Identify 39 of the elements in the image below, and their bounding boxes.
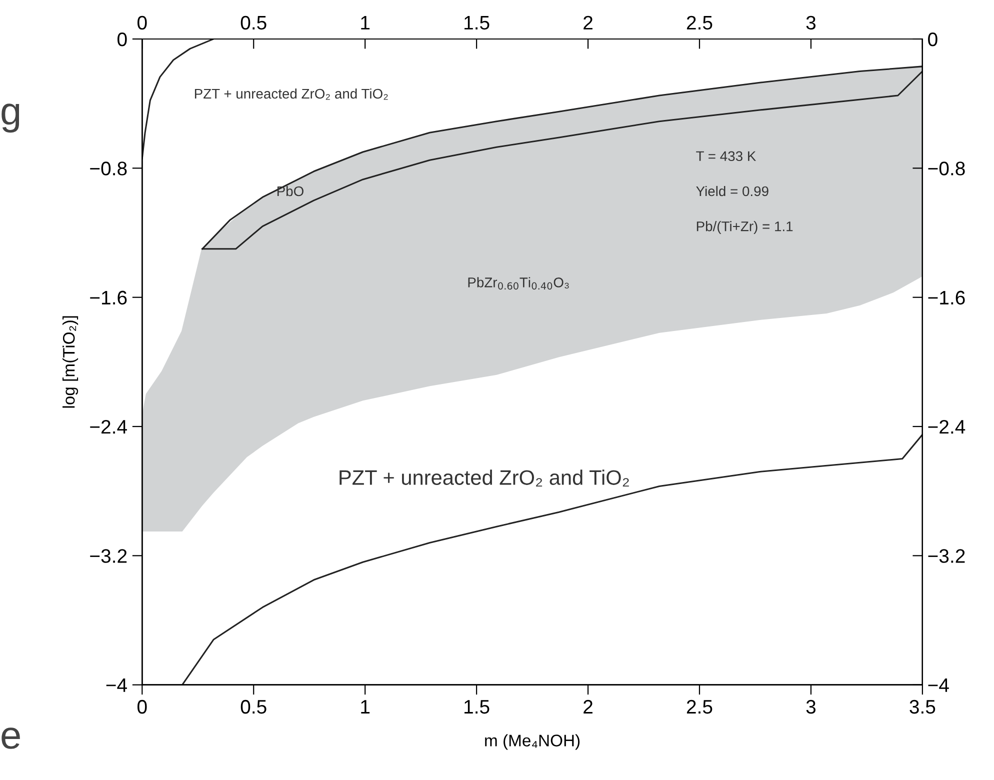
annotation: Yield = 0.99 — [696, 186, 768, 196]
y2-tick-label: −1.6 — [928, 290, 965, 305]
y-tick-label: 0 — [118, 32, 127, 46]
x-tick-label: 3 — [806, 700, 816, 714]
x-tick-label: 0 — [137, 700, 147, 714]
x-tick-label: 2 — [584, 700, 592, 714]
y2-tick-label: 0 — [928, 32, 938, 46]
annotation: PZT + unreacted ZrO₂ and TiO₂ — [194, 88, 388, 100]
y2-tick-label: −0.8 — [928, 162, 965, 176]
x-tick-label: 3.5 — [910, 700, 936, 714]
annotation: PZT + unreacted ZrO₂ and TiO₂ — [340, 470, 629, 487]
line-series — [182, 434, 922, 685]
x-tick-label: 2.5 — [686, 700, 712, 714]
text: e — [2, 728, 20, 749]
annotation: T = 433 K — [696, 151, 756, 162]
y-tick-label: −3.2 — [90, 549, 127, 563]
x2-tick-label: 2 — [584, 16, 592, 30]
y-axis-title: log [m(TiO₂)] — [62, 316, 78, 408]
annotation: PbZr$_{0.60}$Ti$_{0.40}$O₃ — [468, 277, 569, 290]
x2-tick-label: 1 — [361, 16, 370, 30]
y2-tick-label: −3.2 — [928, 549, 965, 563]
x2-tick-label: 3 — [806, 16, 816, 30]
x-tick-label: 1.5 — [464, 700, 490, 714]
x2-tick-label: 0.5 — [240, 16, 266, 30]
y-tick-label: −2.4 — [90, 420, 127, 434]
annotation: PbO — [277, 186, 304, 196]
x-tick-label: 1 — [361, 700, 370, 714]
y-tick-label: −4 — [106, 678, 127, 692]
x2-tick-label: 2.5 — [686, 16, 712, 30]
annotation: Pb/(Ti+Zr) = 1.1 — [696, 221, 793, 234]
x-tick-label: 0.5 — [240, 700, 266, 714]
y-tick-label: −0.8 — [90, 162, 127, 176]
x2-tick-label: 0 — [137, 16, 147, 30]
y2-tick-label: −4 — [928, 678, 949, 692]
y2-tick-label: −2.4 — [928, 420, 966, 434]
y-tick-label: −1.6 — [90, 290, 127, 305]
text: g — [2, 104, 20, 133]
x-axis-title: m (Me₄NOH) — [485, 734, 580, 750]
x2-tick-label: 1.5 — [464, 16, 490, 30]
